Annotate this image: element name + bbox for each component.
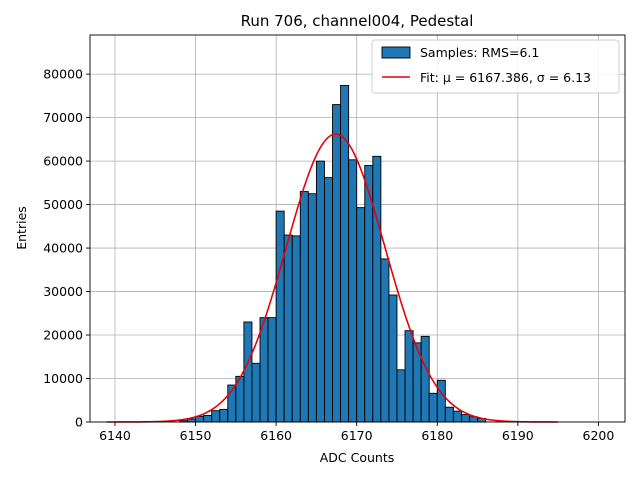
histogram-bar <box>315 160 325 423</box>
y-tick-label: 10000 <box>43 371 83 386</box>
histogram-bar <box>332 104 342 423</box>
histogram-bar <box>452 410 462 423</box>
y-tick-label: 30000 <box>43 284 83 299</box>
x-tick-label: 6160 <box>260 428 292 443</box>
legend-bar-label: Samples: RMS=6.1 <box>420 45 539 60</box>
histogram-bar <box>404 330 414 423</box>
y-tick-label: 0 <box>75 415 83 430</box>
histogram-bar <box>203 415 213 423</box>
histogram-bar <box>436 379 446 423</box>
histogram-bar <box>324 177 333 423</box>
histogram-bar <box>364 164 374 423</box>
x-axis-label: ADC Counts <box>320 450 395 465</box>
histogram-bar <box>388 294 398 423</box>
gaussian-fit-line <box>106 133 559 423</box>
histogram-bar <box>307 193 317 423</box>
histogram-bar <box>420 335 430 423</box>
x-tick-label: 6150 <box>180 428 212 443</box>
x-tick-label: 6200 <box>583 428 615 443</box>
histogram-bar <box>283 234 293 423</box>
y-tick-label: 60000 <box>43 154 83 169</box>
histogram-bar <box>444 406 454 423</box>
histogram-bar <box>380 258 390 423</box>
x-ticks: 6140 6150 6160 6170 6180 6190 6200 <box>99 422 614 443</box>
histogram-bar <box>356 207 366 423</box>
legend: Samples: RMS=6.1 Fit: μ = 6167.386, σ = … <box>371 39 620 94</box>
histogram-bar <box>259 317 269 423</box>
histogram-bar <box>348 159 358 423</box>
x-tick-label: 6140 <box>99 428 131 443</box>
y-axis-label: Entries <box>14 206 29 250</box>
histogram-bar <box>291 235 301 423</box>
histogram-bar <box>428 392 438 423</box>
x-tick-label: 6190 <box>502 428 534 443</box>
histogram-bar <box>187 418 196 423</box>
legend-fit-label: Fit: μ = 6167.386, σ = 6.13 <box>420 70 591 85</box>
legend-box <box>371 39 620 94</box>
histogram-bar <box>243 321 253 423</box>
histogram-bar <box>372 155 382 423</box>
chart-title: Run 706, channel004, Pedestal <box>241 12 474 30</box>
histogram-bar <box>275 210 285 423</box>
legend-bar-swatch <box>381 46 411 59</box>
histogram-bar <box>211 410 221 423</box>
fit-curve <box>106 133 559 423</box>
histogram-bars <box>178 84 487 423</box>
plot-frame <box>89 34 626 423</box>
histogram-bar <box>267 317 277 423</box>
y-tick-label: 50000 <box>43 197 83 212</box>
y-ticks: 0 10000 20000 30000 40000 50000 60000 70000 8000… <box>43 67 90 430</box>
histogram-bar <box>299 191 309 423</box>
y-tick-label: 80000 <box>43 67 83 82</box>
x-tick-label: 6180 <box>421 428 453 443</box>
histogram-bar <box>219 408 229 423</box>
histogram-bar <box>460 414 470 423</box>
histogram-bar <box>396 369 406 423</box>
y-tick-label: 20000 <box>43 328 83 343</box>
x-tick-label: 6170 <box>341 428 373 443</box>
y-tick-label: 40000 <box>43 241 83 256</box>
histogram-bar <box>251 362 261 423</box>
y-tick-label: 70000 <box>43 110 83 125</box>
